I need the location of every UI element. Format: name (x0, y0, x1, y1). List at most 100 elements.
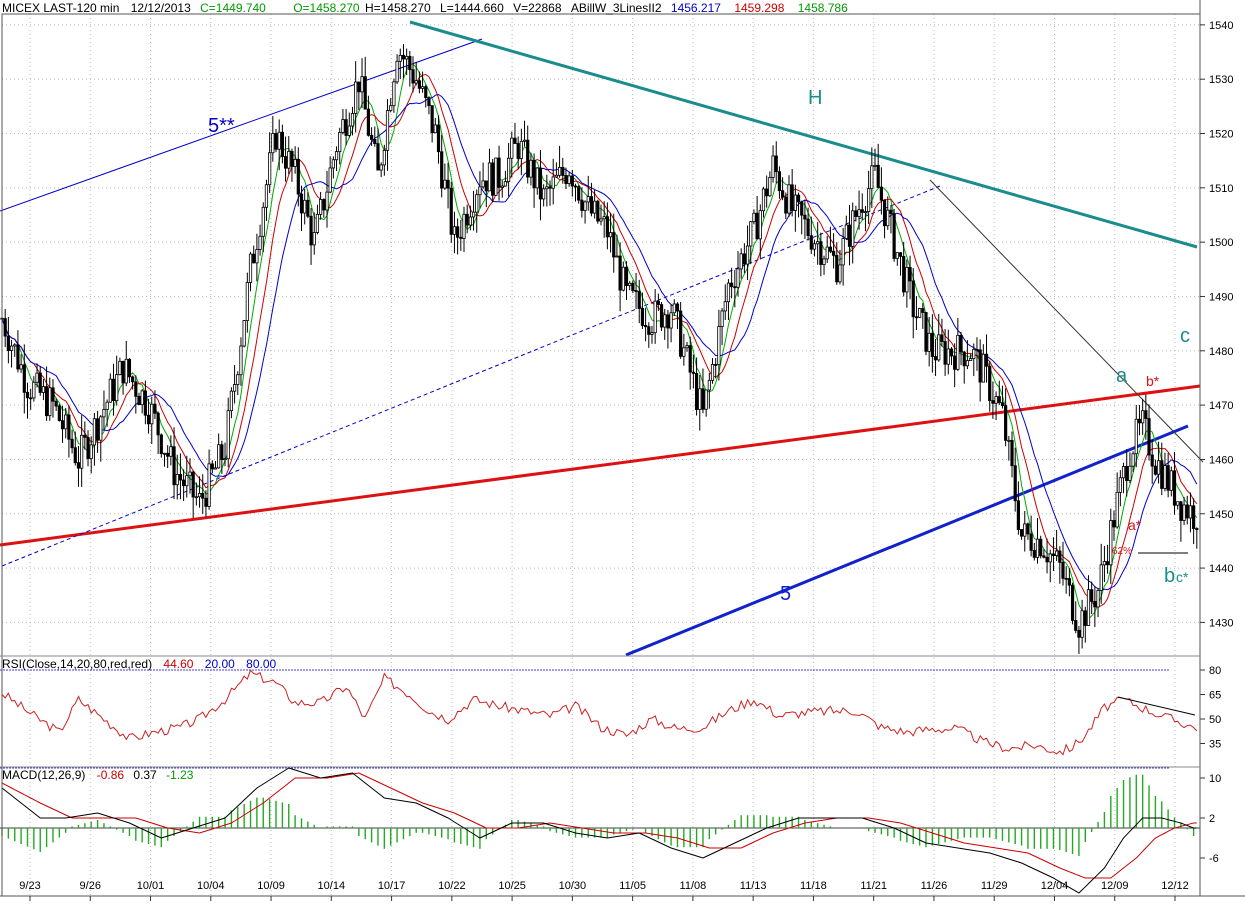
price-bar-body (698, 388, 702, 410)
price-bar-body (851, 210, 855, 247)
price-bar-body (943, 341, 947, 365)
price-bar-body (124, 358, 128, 384)
price-bar-body (1026, 523, 1030, 535)
price-bar-body (704, 389, 708, 410)
price-bar-body (726, 282, 731, 303)
price-bar-body (449, 187, 453, 235)
price-bar-body (723, 301, 727, 312)
price-bar-body (1156, 460, 1161, 475)
time-tick-label: 11/29 (981, 880, 1008, 892)
price-bar-body (516, 143, 520, 159)
time-tick-label: 10/01 (137, 880, 165, 892)
price-bar-body (328, 167, 332, 193)
price-bar-body (927, 332, 931, 352)
price-bar-body (844, 224, 848, 239)
price-bar-body (360, 76, 364, 93)
time-tick-label: 10/09 (257, 880, 285, 892)
price-bar-body (1179, 501, 1183, 521)
price-bar-body (968, 358, 973, 361)
price-bar-body (1182, 504, 1186, 521)
price-bar-body (338, 132, 342, 153)
price-bar-body (1016, 500, 1020, 530)
macd-tick-label: -6 (1209, 853, 1219, 865)
price-bar-body (675, 303, 680, 312)
price-bar-body (1195, 528, 1199, 531)
high-value: H=1458.270 (364, 1, 431, 15)
price-bar-body (395, 60, 399, 83)
price-bar-body (245, 282, 249, 321)
price-bar-body (385, 110, 390, 151)
price-bar-body (933, 356, 938, 361)
price-bar-body (178, 474, 183, 481)
price-bar-body (1067, 578, 1071, 586)
macd-hist-value: -1.23 (166, 768, 194, 782)
price-bar-body (131, 376, 135, 383)
date-label: 12/12/2013 (130, 1, 191, 15)
price-bar-body (1070, 584, 1075, 621)
time-tick-label: 10/14 (318, 880, 346, 892)
price-bars (0, 44, 1199, 654)
rsi-value: 44.60 (163, 657, 194, 671)
price-bar-body (889, 209, 893, 215)
time-tick-label: 11/08 (680, 880, 707, 892)
price-bar-body (1029, 533, 1033, 551)
price-bar-body (765, 188, 769, 197)
price-bar-body (217, 444, 221, 469)
price-bar-body (656, 300, 660, 305)
price-bar-body (593, 200, 597, 214)
price-bar-body (70, 438, 74, 449)
price-bar-body (172, 446, 176, 486)
price-bar-body (95, 418, 100, 441)
price-bar-body (1074, 620, 1078, 631)
price-bar-body (487, 162, 492, 192)
price-bar-body (953, 355, 957, 370)
price-bar-body (1048, 553, 1052, 563)
price-bar-body (532, 159, 536, 189)
price-bar-body (618, 255, 622, 291)
resistance-line (409, 20, 1198, 249)
price-bar-body (481, 180, 485, 188)
price-bar-body (653, 300, 657, 334)
price-bar-body (9, 345, 14, 351)
price-bar-body (280, 131, 284, 157)
price-bar-body (475, 194, 479, 213)
price-bar-body (580, 199, 584, 211)
green-line (1, 63, 1198, 620)
open-value: O=1458.270 (293, 1, 360, 15)
price-bar-body (978, 349, 982, 383)
price-tick-label: 1540 (1209, 20, 1233, 32)
time-tick-label: 10/25 (498, 880, 526, 892)
price-tick-label: 1520 (1209, 129, 1233, 141)
price-bar-body (223, 458, 227, 461)
price-bar-body (602, 216, 606, 220)
price-bar-body (554, 174, 558, 178)
price-bar-body (847, 224, 852, 247)
price-bar-body (854, 210, 858, 217)
time-tick-label: 11/21 (860, 880, 887, 892)
price-bar-body (379, 164, 383, 171)
price-bar-body (1023, 523, 1027, 537)
price-bar-body (491, 162, 495, 196)
price-tick-label: 1480 (1209, 346, 1233, 358)
price-bar-body (628, 282, 632, 287)
indicator-name: ABillW_3LinesII2 (570, 1, 662, 15)
price-bar-body (800, 201, 804, 216)
price-bar-body (188, 471, 192, 477)
price-bar-body (344, 119, 348, 136)
price-bar-body (828, 246, 833, 252)
price-bar-body (921, 308, 925, 313)
price-bar-body (914, 316, 919, 319)
down-trend-line (929, 179, 1204, 463)
price-bar-body (57, 405, 61, 421)
price-bar-body (500, 185, 504, 188)
price-bar-body (369, 134, 374, 140)
time-tick-label: 12/09 (1101, 880, 1129, 892)
fib-62-label: 62% (1112, 546, 1132, 557)
price-bar-body (1112, 520, 1116, 528)
red-line (1, 73, 1198, 608)
price-bar-body (908, 266, 912, 282)
price-bar-body (535, 167, 539, 189)
price-bar-body (1058, 550, 1062, 563)
price-bar-body (99, 416, 103, 441)
